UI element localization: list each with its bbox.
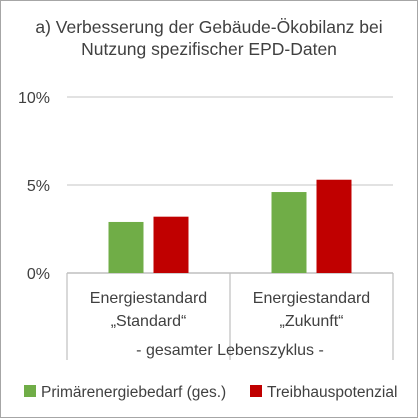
bar bbox=[153, 216, 189, 273]
chart-title-line-1: a) Verbesserung der Gebäude-Ökobilanz be… bbox=[35, 17, 383, 37]
y-tick-label: 5% bbox=[27, 178, 50, 195]
y-tick-label: 0% bbox=[27, 266, 50, 283]
legend-swatch bbox=[250, 385, 262, 397]
category-label: Energiestandard bbox=[90, 290, 207, 307]
y-tick-label: 10% bbox=[18, 90, 50, 107]
bar bbox=[108, 221, 144, 273]
bar bbox=[316, 179, 352, 273]
legend-label: Primärenergiebedarf (ges.) bbox=[41, 384, 226, 401]
chart-title: a) Verbesserung der Gebäude-Ökobilanz be… bbox=[0, 16, 418, 60]
legend-swatch bbox=[24, 385, 36, 397]
category-label: „Zukunft“ bbox=[279, 313, 343, 330]
category-label: Energiestandard bbox=[253, 290, 370, 307]
bar bbox=[271, 192, 307, 273]
chart-title-line-2: Nutzung spezifischer EPD-Daten bbox=[81, 39, 337, 59]
group-label: - gesamter Lebenszyklus - bbox=[136, 342, 324, 359]
category-label: „Standard“ bbox=[111, 313, 187, 330]
legend-label: Treibhauspotenzial bbox=[267, 384, 397, 401]
